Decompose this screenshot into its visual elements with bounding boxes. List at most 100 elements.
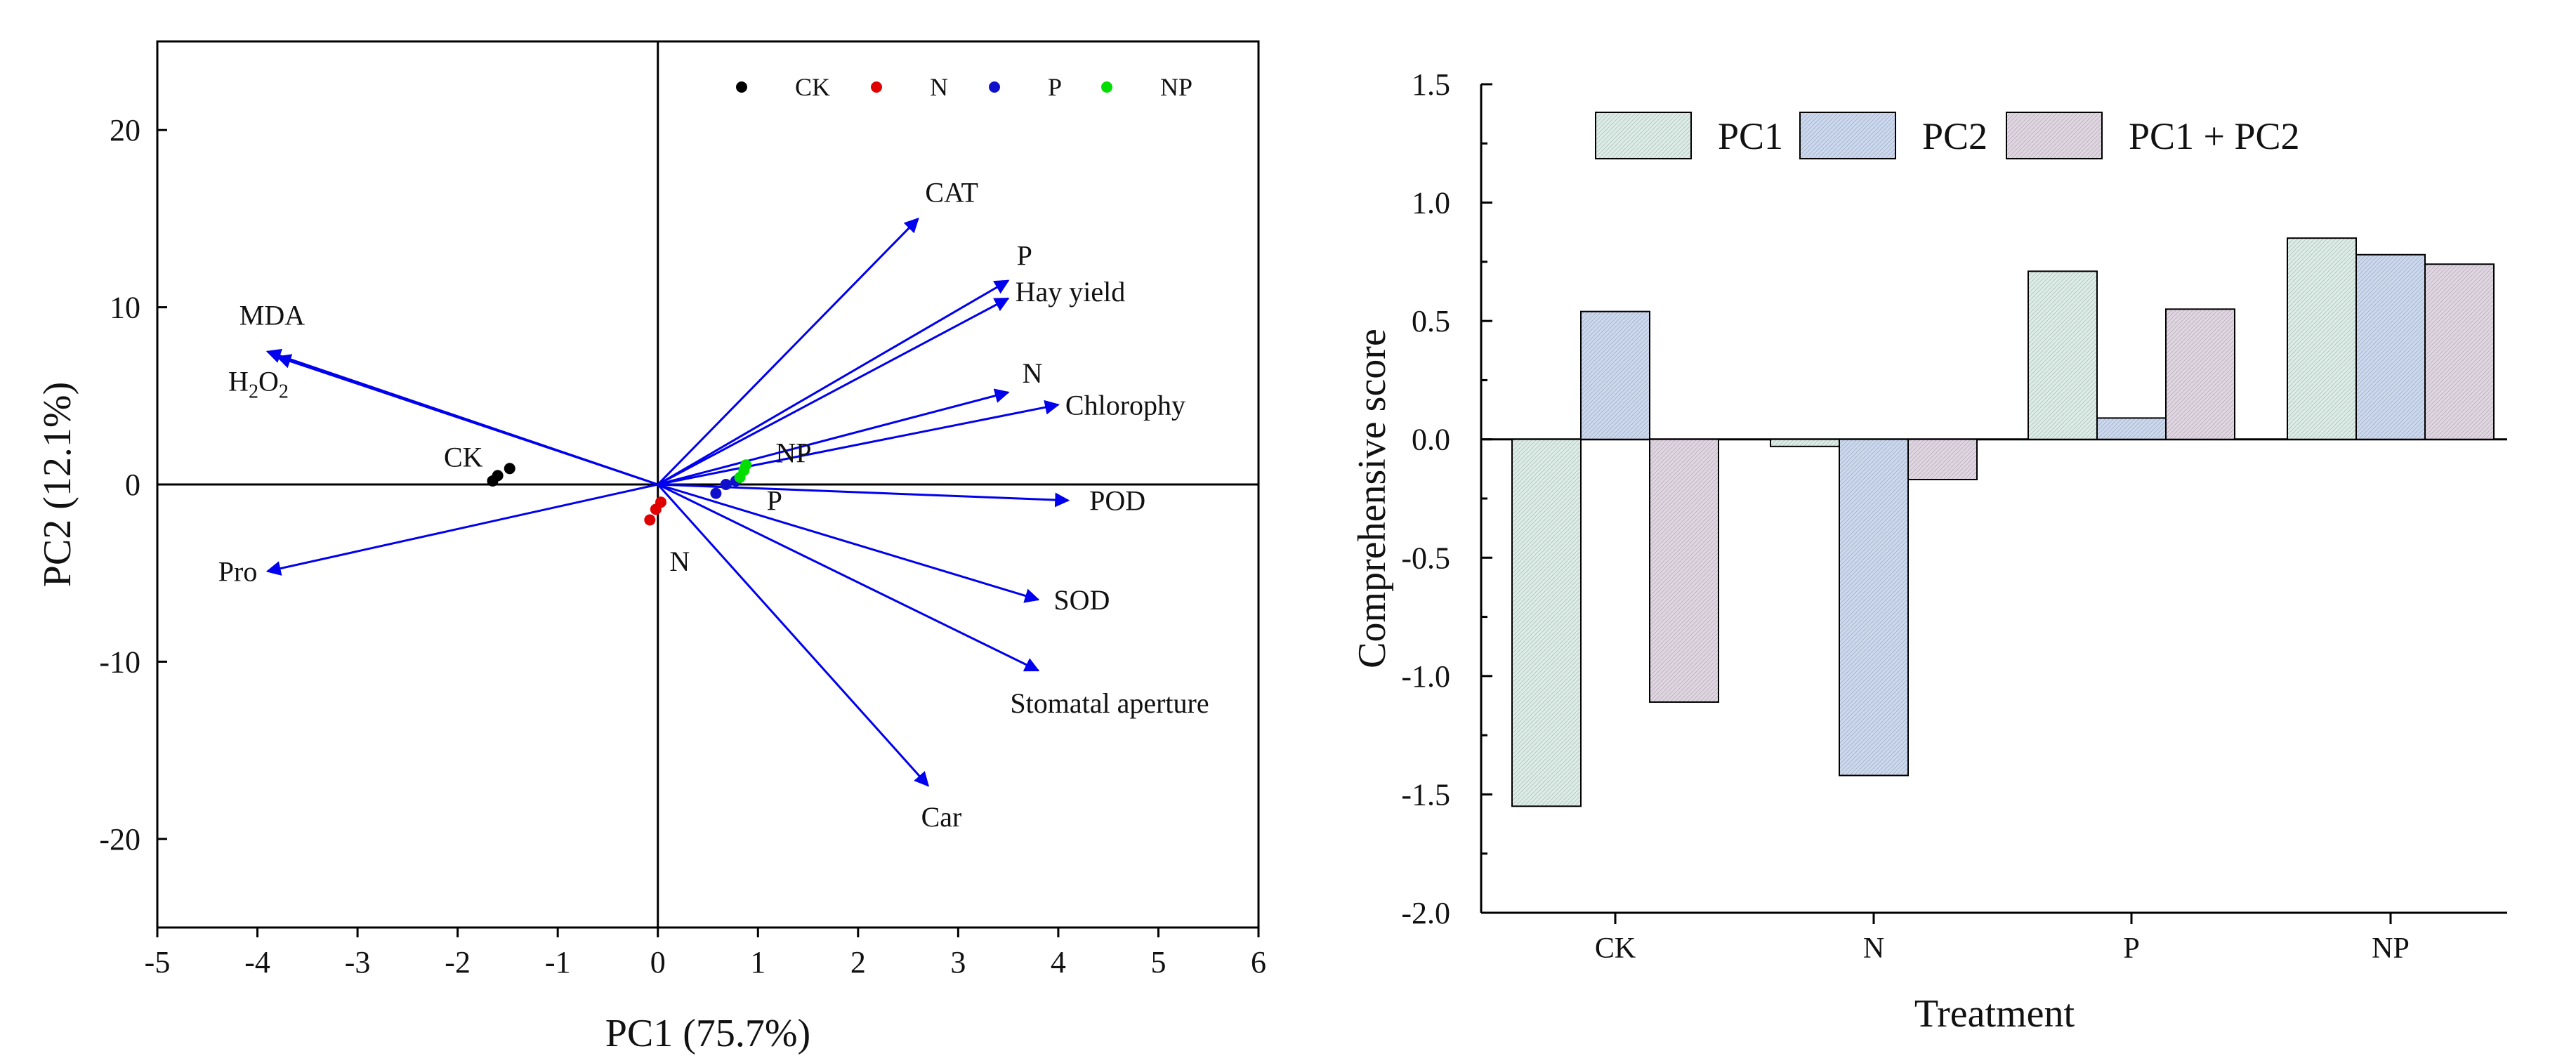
loading-label-cat: CAT xyxy=(925,176,978,208)
y-axis-ticks: 20 10 0 -10 -20 xyxy=(99,113,167,857)
loading-label-n: N xyxy=(1023,357,1043,389)
loading-label-stomatal-aperture: Stomatal aperture xyxy=(1010,687,1209,719)
loading-arrow-n xyxy=(657,388,1010,486)
bar-outline xyxy=(1580,310,1650,440)
bar-y-tick-label: -2.0 xyxy=(1401,896,1450,930)
loading-label-p: P xyxy=(1017,240,1032,272)
bar-y-tick-label: 1.5 xyxy=(1412,67,1450,102)
loading-arrow-hay-yield xyxy=(657,297,1010,486)
loading-arrow-car xyxy=(657,483,930,787)
category-labels: CK N P NP xyxy=(1595,913,2410,965)
bar-np-pc1-pc2 xyxy=(2424,263,2495,440)
group-label-n: N xyxy=(669,546,690,577)
x-tick-label: 6 xyxy=(1251,945,1266,979)
x-tick-label: -3 xyxy=(345,945,371,979)
biplot-y-axis-title: PC2 (12.1%) xyxy=(36,382,79,587)
bar-outline xyxy=(1511,438,1582,807)
bar-p-pc2 xyxy=(2096,417,2167,440)
loading-arrow-h2o2 xyxy=(276,354,659,486)
bar-y-axis-title: Comprehensive score xyxy=(1351,329,1394,668)
x-tick-label: -1 xyxy=(545,945,571,979)
bar-legend-swatch-outline xyxy=(2006,112,2103,159)
bar-legend-label: PC1 xyxy=(1718,115,1783,157)
loading-arrow-stomatal-aperture xyxy=(657,483,1040,672)
x-tick-label: -4 xyxy=(244,945,270,979)
bar-p-pc1 xyxy=(2028,270,2098,440)
y-tick-label: 20 xyxy=(110,113,140,147)
y-tick-label: 0 xyxy=(125,468,140,502)
bar-legend-swatch-outline xyxy=(1799,112,1896,159)
score-point-ck xyxy=(492,470,504,482)
bar-np-pc2 xyxy=(2355,253,2426,440)
score-point-p xyxy=(710,487,722,499)
bar-n-pc2 xyxy=(1839,438,1909,777)
bar-outline xyxy=(2424,263,2495,440)
legend-marker-np xyxy=(1101,81,1112,93)
legend-label-p: P xyxy=(1048,73,1062,101)
x-tick-label: -5 xyxy=(145,945,171,979)
loading-label-mda: MDA xyxy=(239,300,305,331)
bar-legend: PC1 PC2 PC1 + PC2 xyxy=(1595,112,2300,159)
loading-arrow-cat xyxy=(657,217,919,486)
x-tick-label: 4 xyxy=(1051,945,1066,979)
legend-label-n: N xyxy=(930,73,948,101)
loading-label-pro: Pro xyxy=(218,556,258,588)
bar-y-tick-label: 0.0 xyxy=(1412,423,1450,457)
biplot-legend: CK N P NP xyxy=(736,73,1192,101)
score-point-np xyxy=(740,459,752,471)
loading-label-car: Car xyxy=(921,801,962,833)
bar-y-tick-label: -1.5 xyxy=(1401,777,1450,812)
bar-n-pc1 xyxy=(1770,438,1840,447)
bars xyxy=(1511,237,2495,807)
score-point-p xyxy=(720,479,732,490)
bar-outline xyxy=(2165,308,2235,440)
group-label-np: NP xyxy=(775,437,811,469)
bar-legend-item-pc1-pc2: PC1 + PC2 xyxy=(2006,112,2300,159)
biplot-x-axis-title: PC1 (75.7%) xyxy=(605,1012,810,1055)
legend-marker-p xyxy=(989,81,1000,93)
x-tick-label: 3 xyxy=(950,945,966,979)
loading-arrow-pro xyxy=(265,483,659,576)
legend-label-ck: CK xyxy=(795,73,830,101)
x-tick-label: 0 xyxy=(650,945,666,979)
bar-legend-item-pc1: PC1 xyxy=(1595,112,1783,159)
bar-outline xyxy=(2096,417,2167,440)
bar-x-axis-title: Treatment xyxy=(1914,992,2075,1036)
category-label-ck: CK xyxy=(1595,932,1636,965)
bar-legend-item-pc2: PC2 xyxy=(1799,112,1987,159)
bar-ck-pc1-pc2 xyxy=(1649,438,1719,703)
bar-y-tick-label: -1.0 xyxy=(1401,659,1450,694)
bar-legend-label: PC2 xyxy=(1922,115,1987,157)
category-label-np: NP xyxy=(2372,932,2410,965)
x-tick-label: -2 xyxy=(445,945,471,979)
loading-label-h2o2: H2O2 xyxy=(228,365,289,402)
legend-marker-ck xyxy=(736,81,747,93)
y-tick-label: -10 xyxy=(99,645,140,679)
group-label-p: P xyxy=(767,485,782,517)
loading-label-sod: SOD xyxy=(1053,584,1110,616)
loading-label-hay-yield: Hay yield xyxy=(1016,276,1126,308)
category-label-n: N xyxy=(1863,932,1884,965)
loading-label-pod: POD xyxy=(1089,485,1145,517)
y-tick-label: -20 xyxy=(99,822,140,857)
bar-np-pc1 xyxy=(2287,237,2357,440)
bar-outline xyxy=(2355,253,2426,440)
bar-outline xyxy=(1770,438,1840,447)
bar-ck-pc2 xyxy=(1580,310,1650,440)
loading-arrow-p xyxy=(657,279,1010,486)
score-point-n xyxy=(655,496,667,508)
bar-chart: 1.51.00.50.0-0.5-1.0-1.5-2.0 CK N P NP PC1 P… xyxy=(1351,67,2507,1036)
bar-y-tick-label: 0.5 xyxy=(1412,304,1450,338)
x-tick-label: 5 xyxy=(1150,945,1166,979)
legend-marker-n xyxy=(871,81,882,93)
bar-outline xyxy=(2028,270,2098,440)
bar-outline xyxy=(1907,438,1978,481)
bar-outline xyxy=(1649,438,1719,703)
loading-arrow-chlorophy xyxy=(657,400,1060,486)
group-label-ck: CK xyxy=(444,442,483,473)
bar-legend-label: PC1 + PC2 xyxy=(2129,115,2300,157)
loading-arrows: CAT P Hay yield MDA H2O2 N Chlorophy POD Pro SOD S… xyxy=(218,176,1209,833)
bar-y-tick-label: -0.5 xyxy=(1401,541,1450,575)
